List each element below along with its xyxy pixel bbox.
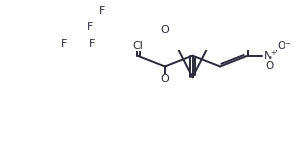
Text: F: F xyxy=(89,38,95,49)
Text: O: O xyxy=(266,62,274,71)
Text: F: F xyxy=(61,38,67,49)
Text: −: − xyxy=(285,41,291,47)
Text: O: O xyxy=(277,41,286,51)
Text: +: + xyxy=(270,50,276,56)
Text: Cl: Cl xyxy=(132,41,143,51)
Text: F: F xyxy=(99,6,105,16)
Text: O: O xyxy=(161,25,169,35)
Text: F: F xyxy=(87,22,93,32)
Text: O: O xyxy=(161,74,169,84)
Text: N: N xyxy=(263,51,272,61)
